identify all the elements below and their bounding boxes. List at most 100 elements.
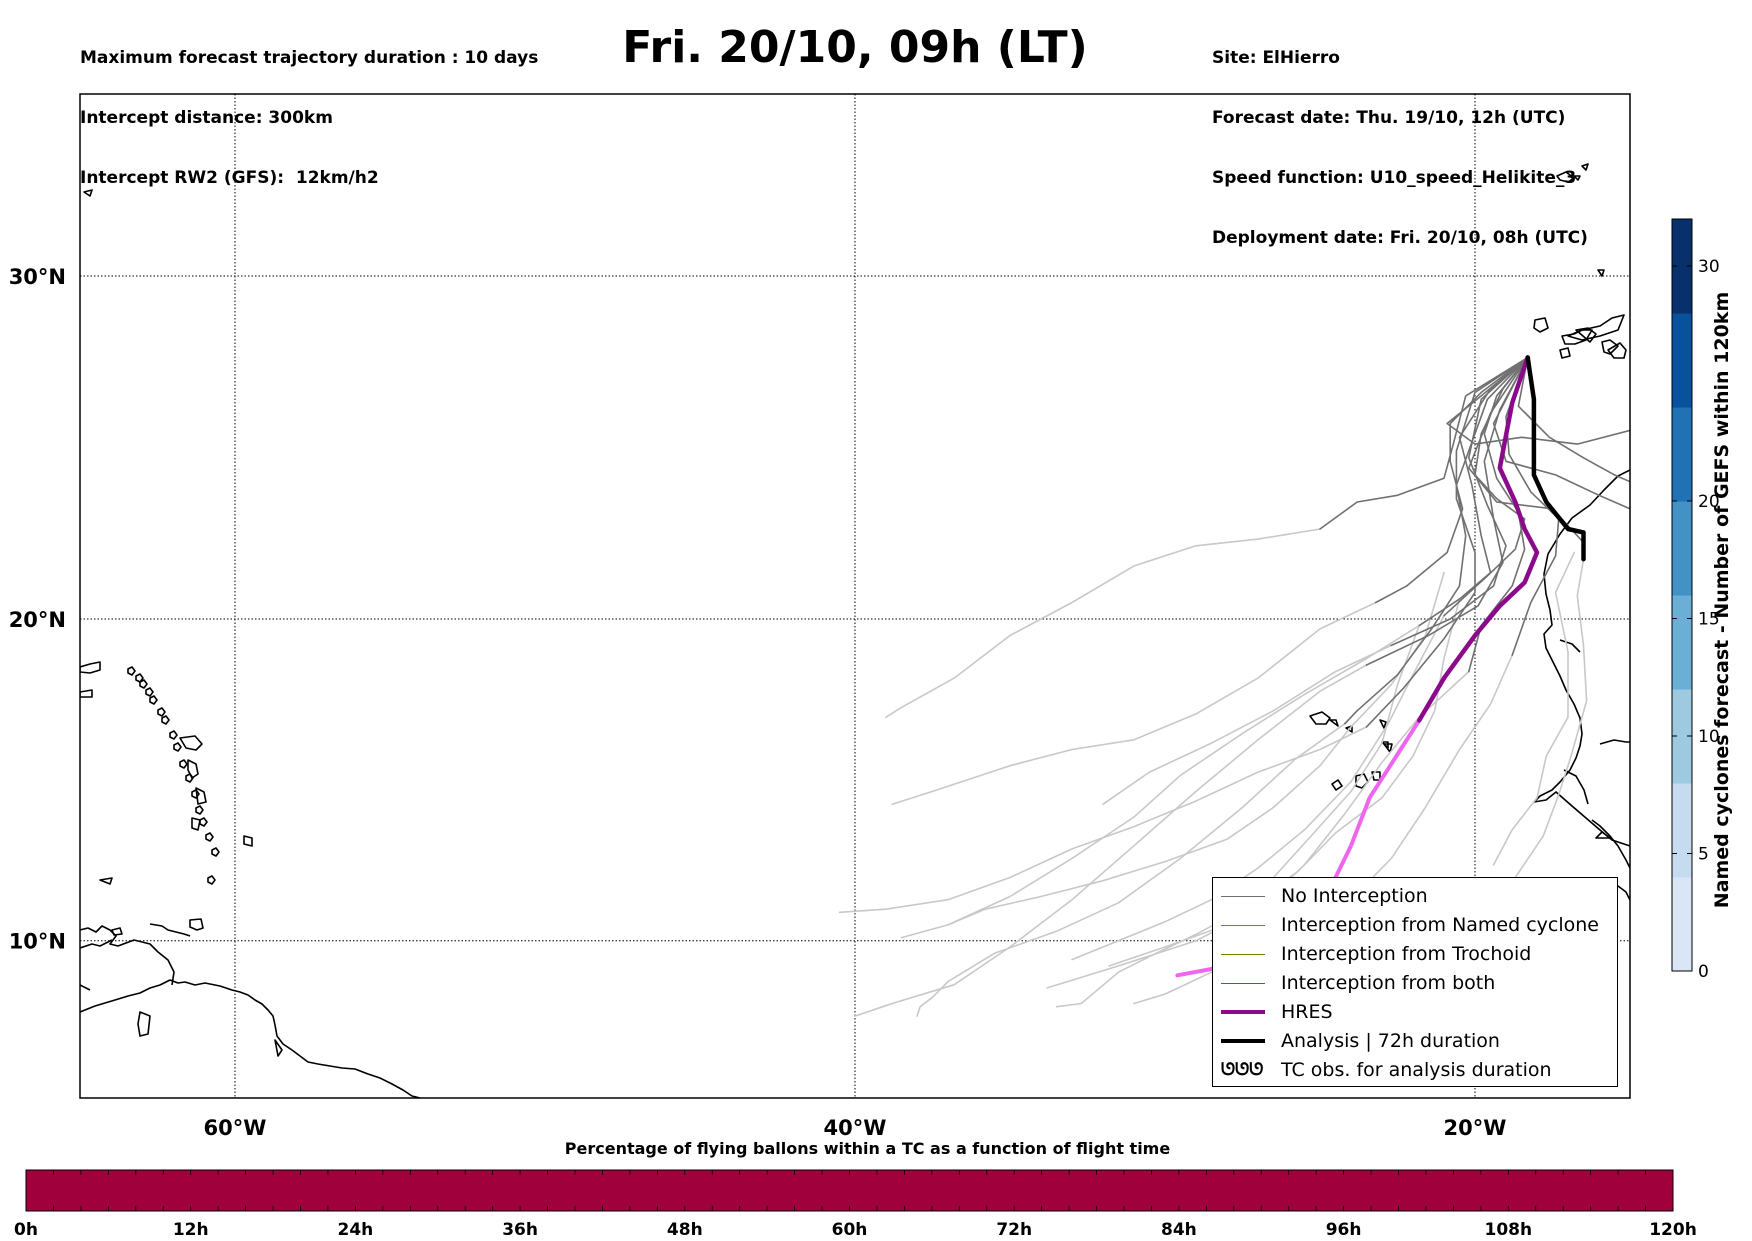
lesser-antilles-island <box>145 687 154 697</box>
santo-antao-coastline <box>1309 711 1331 725</box>
colombia-coastline <box>80 939 113 949</box>
legend-label: Interception from Named cyclone <box>1281 914 1599 936</box>
lesser-antilles-island <box>199 817 208 827</box>
legend-item: Interception from both <box>1221 971 1495 995</box>
lesser-antilles-island <box>139 679 148 689</box>
lesser-antilles-island <box>191 789 200 799</box>
trajectory-lines <box>838 355 1630 1017</box>
guyana-coast-detail <box>274 1039 283 1057</box>
lesser-antilles-island <box>207 875 216 885</box>
fuerteventura-coastline <box>1567 314 1625 341</box>
analysis-trajectory <box>1525 355 1586 562</box>
legend-item: Analysis | 72h duration <box>1221 1029 1500 1053</box>
max-duration-text: Maximum forecast trajectory duration : 1… <box>80 48 539 68</box>
porto-santo-coastline <box>1573 175 1581 181</box>
bijagos-islands <box>1595 831 1611 839</box>
trajectory-no-interception <box>1390 356 1529 647</box>
africa-coastline-south <box>1533 791 1630 847</box>
lesser-antilles-island <box>161 715 170 725</box>
lesser-antilles-island <box>135 673 144 683</box>
lesser-antilles-island <box>127 666 136 676</box>
gran-canaria-coastline <box>1601 339 1619 355</box>
boa-vista-coastline-b <box>1383 743 1393 753</box>
colorbar-label: Named cyclones forecast - Number of GEFS… <box>1711 291 1733 909</box>
trajectory-no-interception <box>1319 356 1529 530</box>
martinique-coastline <box>195 787 207 805</box>
legend-line-swatch <box>1221 982 1265 984</box>
barbados-coastline <box>243 835 253 847</box>
trajectory-far-segment <box>1505 558 1588 895</box>
sao-vicente-coastline <box>1329 719 1339 727</box>
legend-line-swatch <box>1221 1039 1265 1043</box>
trajectory-no-interception <box>1443 356 1529 617</box>
intercept-rw2-text: Intercept RW2 (GFS): 12km/h2 <box>80 168 379 188</box>
site-text: Site: ElHierro <box>1212 48 1340 68</box>
la-gomera-coastline <box>1575 327 1597 343</box>
run-parameters: Maximum forecast trajectory duration : 1… <box>80 8 538 208</box>
st-lucia-coastline <box>191 817 201 831</box>
trajectory-far-segment <box>1492 551 1575 866</box>
trajectory-far-segment <box>1108 598 1461 967</box>
legend-label: Interception from Trochoid <box>1281 943 1532 965</box>
lanzarote-coastline <box>1607 342 1627 359</box>
caribbean-islet <box>99 877 113 885</box>
cap-vert-detail <box>1559 639 1581 653</box>
lesser-antilles-island <box>211 847 220 857</box>
lesser-antilles-island <box>205 832 214 842</box>
legend-label: TC obs. for analysis duration <box>1281 1059 1552 1081</box>
lesser-antilles-island <box>169 730 178 740</box>
guyana-islet <box>137 1011 151 1037</box>
lesser-antilles-island <box>179 759 188 769</box>
trajectory-no-interception <box>1418 356 1529 627</box>
desertas-coastline <box>1581 163 1589 171</box>
forecast-date-text: Forecast date: Thu. 19/10, 12h (UTC) <box>1212 108 1566 128</box>
legend-label: Analysis | 72h duration <box>1281 1030 1500 1052</box>
legend-item: ᘎᘎᘎ TC obs. for analysis duration <box>1221 1058 1552 1082</box>
lon-tick-label: 60°W <box>204 1116 267 1140</box>
lon-tick-label: 20°W <box>1444 1116 1507 1140</box>
bermuda-coastline <box>83 189 93 197</box>
site-parameters: Site: ElHierro Forecast date: Thu. 19/10… <box>1212 8 1588 268</box>
legend-item: No Interception <box>1221 884 1428 908</box>
trajectory-no-interception <box>1344 356 1529 725</box>
trajectory-far-segment <box>947 571 1445 926</box>
page-title: Fri. 20/10, 09h (LT) <box>622 22 1088 73</box>
intercept-distance-text: Intercept distance: 300km <box>80 108 333 128</box>
speed-function-text: Speed function: U10_speed_Helikite_3 <box>1212 168 1577 188</box>
lat-tick-label: 20°N <box>9 608 66 632</box>
legend-line-swatch <box>1221 953 1265 955</box>
lesser-antilles-island <box>157 707 166 717</box>
map-legend: No Interception Interception from Named c… <box>1212 877 1618 1087</box>
south-america-coastline <box>80 979 421 1098</box>
legend-label: Interception from both <box>1281 972 1496 994</box>
venezuela-coastline-east <box>149 923 191 937</box>
lon-tick-label: 40°W <box>824 1116 887 1140</box>
trajectory-no-interception <box>1492 356 1630 510</box>
legend-item: Interception from Trochoid <box>1221 942 1531 966</box>
coastline-fragment <box>80 984 91 991</box>
lesser-antilles-island <box>149 695 158 705</box>
legend-item: Interception from Named cyclone <box>1221 913 1599 937</box>
gambia-coast-detail <box>1563 769 1589 805</box>
guadeloupe-coastline <box>179 735 203 751</box>
el-hierro-coastline <box>1559 347 1571 359</box>
map-gridlines <box>80 94 1630 1098</box>
legend-line-swatch <box>1221 895 1265 897</box>
trinidad-coastline <box>189 918 204 931</box>
map-axis-labels: 30°N 20°N 10°N 60°W 40°W 20°W <box>9 265 1507 1140</box>
trajectory-no-interception <box>1365 356 1529 728</box>
dominica-coastline <box>187 759 199 779</box>
lesser-antilles-island <box>195 805 204 815</box>
trajectory-far-segment <box>1102 644 1393 805</box>
legend-item: HRES <box>1221 1000 1333 1024</box>
trajectory-far-segment <box>900 624 1420 939</box>
maio-coastline <box>1331 779 1343 791</box>
sal-coastline <box>1379 719 1387 729</box>
lat-tick-label: 30°N <box>9 265 66 289</box>
trajectory-no-interception <box>1375 356 1529 604</box>
selvagens-coastline <box>1597 269 1605 277</box>
trajectory-far-segment <box>854 664 1368 1017</box>
curacao-coastline <box>111 927 123 936</box>
guinea-coast-detail <box>1591 819 1630 869</box>
